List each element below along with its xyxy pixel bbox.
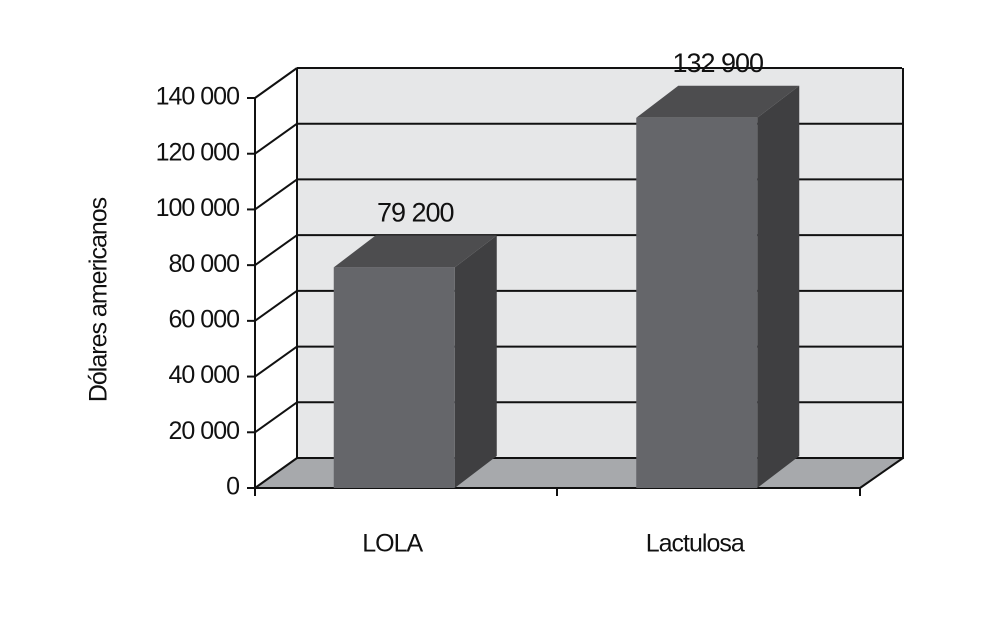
y-tick-label: 40 000 xyxy=(169,361,240,389)
bar-side xyxy=(454,235,497,488)
grid-line xyxy=(254,290,298,322)
y-tick-label: 140 000 xyxy=(156,83,239,111)
bar-top xyxy=(636,85,800,118)
side-wall xyxy=(255,68,297,488)
grid-line xyxy=(254,401,298,434)
y-tick-label: 100 000 xyxy=(156,194,239,222)
grid-line xyxy=(254,234,298,266)
bar-side xyxy=(757,85,800,489)
y-tick-label: 0 xyxy=(226,473,239,501)
value-label: 79 200 xyxy=(377,197,454,227)
y-tick-label: 80 000 xyxy=(169,250,240,278)
floor-edge xyxy=(859,457,904,489)
y-tick-label: 20 000 xyxy=(169,417,240,445)
y-axis-title: Dólares americanos xyxy=(85,197,113,402)
x-tick-label: LOLA xyxy=(362,530,423,558)
x-tick-label: Lactulosa xyxy=(646,530,745,558)
bar xyxy=(636,117,758,489)
bar xyxy=(333,267,455,488)
grid-line xyxy=(254,122,298,155)
grid-line xyxy=(254,345,298,378)
grid-line xyxy=(254,457,298,489)
y-tick-label: 60 000 xyxy=(169,305,240,333)
bar-top xyxy=(333,235,497,268)
value-label: 132 900 xyxy=(672,48,763,78)
grid-line xyxy=(254,67,298,99)
grid-line xyxy=(254,178,298,211)
wall-outline xyxy=(296,68,904,459)
y-tick-label: 120 000 xyxy=(156,138,239,166)
